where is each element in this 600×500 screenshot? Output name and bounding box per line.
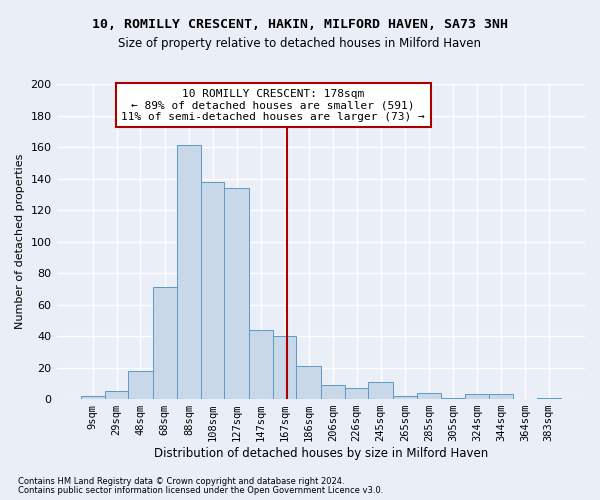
Bar (489, 394, 514, 399)
Y-axis label: Number of detached properties: Number of detached properties (15, 154, 25, 329)
Bar (296, 366, 321, 399)
X-axis label: Distribution of detached houses by size in Milford Haven: Distribution of detached houses by size … (154, 447, 488, 460)
Bar (201, 182, 224, 399)
Text: Contains public sector information licensed under the Open Government Licence v3: Contains public sector information licen… (18, 486, 383, 495)
Bar (417, 393, 442, 399)
Bar (273, 336, 296, 399)
Text: Contains HM Land Registry data © Crown copyright and database right 2024.: Contains HM Land Registry data © Crown c… (18, 477, 344, 486)
Bar (393, 396, 417, 399)
Bar (80, 396, 105, 399)
Bar (345, 388, 368, 399)
Bar (177, 146, 201, 399)
Bar (442, 398, 464, 399)
Bar (224, 188, 249, 399)
Bar (536, 398, 561, 399)
Bar (152, 287, 177, 399)
Bar (105, 391, 128, 399)
Bar (249, 330, 273, 399)
Bar (368, 382, 393, 399)
Text: 10 ROMILLY CRESCENT: 178sqm
← 89% of detached houses are smaller (591)
11% of se: 10 ROMILLY CRESCENT: 178sqm ← 89% of det… (121, 88, 425, 122)
Text: 10, ROMILLY CRESCENT, HAKIN, MILFORD HAVEN, SA73 3NH: 10, ROMILLY CRESCENT, HAKIN, MILFORD HAV… (92, 18, 508, 30)
Bar (321, 385, 345, 399)
Text: Size of property relative to detached houses in Milford Haven: Size of property relative to detached ho… (119, 38, 482, 51)
Bar (128, 370, 152, 399)
Bar (464, 394, 489, 399)
